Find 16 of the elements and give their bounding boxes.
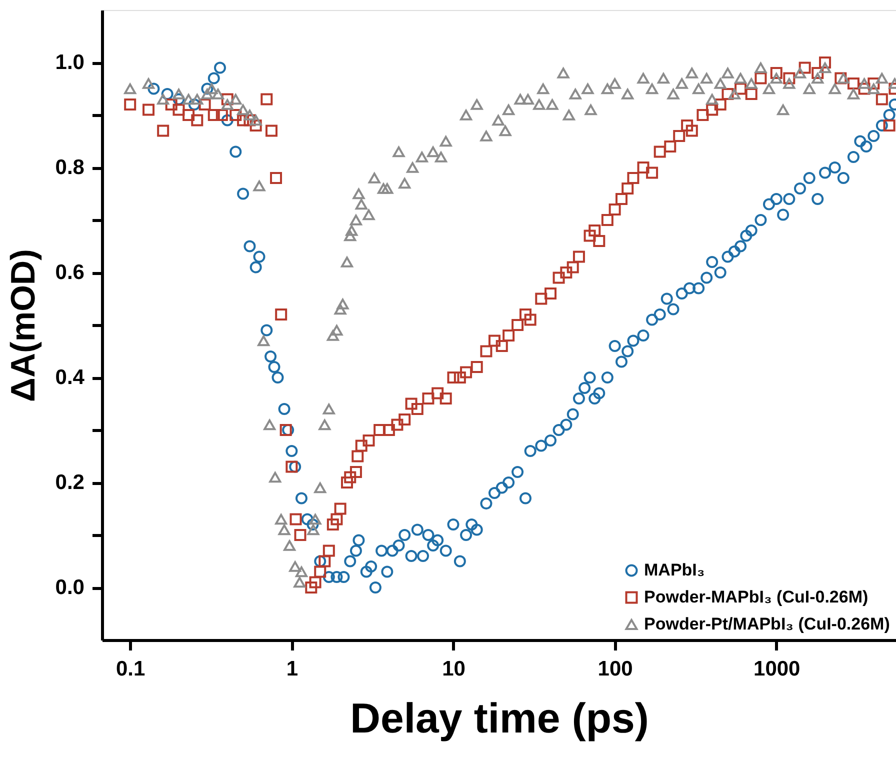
y-tick-label: 1.0 [55,51,84,74]
x-tick-label: 0.1 [116,658,146,680]
x-tick-label: 1000 [754,658,800,680]
legend-label: Powder-Pt/MAPbI₃ (CuI-0.26M) [644,614,890,634]
y-tick-label: 0.6 [55,261,84,284]
y-tick-label: 0.0 [55,576,84,599]
x-tick-label: 100 [598,658,633,680]
legend-label: Powder-MAPbI₃ (CuI-0.26M) [644,588,868,606]
legend-label: MAPbI₃ [644,560,705,580]
y-axis-title: ΔA(mOD) [4,249,42,402]
x-tick-label: 10 [442,658,466,680]
y-tick-label: 0.4 [55,366,85,389]
x-tick-label: 1 [286,658,298,680]
y-tick-label: 0.2 [55,471,84,494]
y-tick-label: 0.8 [55,156,85,179]
x-axis-title: Delay time (ps) [350,694,649,742]
